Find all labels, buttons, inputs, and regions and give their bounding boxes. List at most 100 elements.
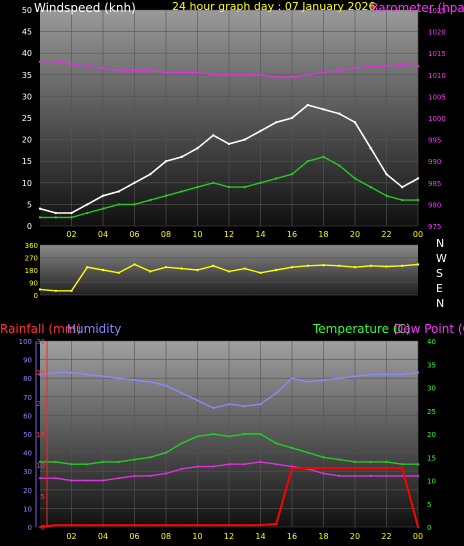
wind-x-tick-label: 08 (161, 230, 171, 239)
data-point-humidity (306, 380, 309, 384)
rainfall-y-ticks: 0 5 10 15 20 25 30 (36, 338, 45, 532)
rainfall-y-tick-label: 25 (36, 369, 45, 377)
humidity-y-tick-label: 50 (23, 431, 32, 439)
data-point-average (227, 185, 231, 189)
data-point-barometer (149, 69, 152, 72)
data-point-dewpoint (70, 479, 73, 482)
wind-y-tick-label: 25 (22, 114, 32, 123)
data-point-humidity (338, 377, 341, 380)
data-point-gust (86, 203, 89, 206)
data-point-barometer (212, 73, 215, 77)
data-point-direction (38, 288, 42, 291)
data-point-average (180, 190, 183, 193)
data-point-rainfall (322, 467, 325, 470)
wind-y-tick-label: 10 (22, 179, 32, 188)
temp-panel-series (38, 371, 420, 529)
data-point-humidity (196, 399, 199, 402)
temperature-y-tick-label: 35 (427, 361, 436, 369)
data-point-rainfall (306, 467, 309, 470)
temperature-y-tick-label: 30 (427, 385, 436, 393)
data-point-gust (164, 160, 168, 163)
humidity-y-tick-label: 20 (23, 487, 32, 495)
dewpoint-axis-label: Dew Point (C) (394, 322, 464, 336)
data-point-rainfall (149, 524, 152, 527)
data-point-barometer (338, 69, 341, 72)
data-point-temperature (369, 460, 372, 463)
data-point-barometer (54, 60, 57, 64)
data-point-rainfall (70, 524, 73, 527)
data-point-average (259, 181, 262, 184)
data-point-humidity (212, 406, 215, 410)
compass-label: N (436, 237, 444, 250)
data-point-temperature (275, 442, 278, 445)
wind-x-tick-label: 22 (381, 230, 391, 239)
data-point-dewpoint (196, 465, 199, 468)
data-point-average (133, 203, 136, 206)
barometer-axis-label: Barometer (hpa) (370, 1, 464, 15)
temperature-y-tick-label: 15 (427, 454, 436, 462)
humidity-y-tick-label: 10 (23, 505, 32, 513)
data-point-dewpoint (259, 460, 262, 463)
data-point-temperature (227, 435, 231, 438)
data-point-rainfall (38, 525, 42, 529)
barometer-y-tick-label: 1000 (428, 115, 446, 123)
rainfall-axis-label: Rainfall (mm) (0, 322, 81, 336)
data-point-dewpoint (212, 465, 215, 468)
data-point-barometer (243, 73, 246, 77)
data-point-barometer (416, 64, 420, 68)
rainfall-y-tick-label: 10 (36, 462, 45, 470)
data-point-rainfall (259, 524, 262, 527)
data-point-humidity (385, 373, 388, 376)
data-point-rainfall (196, 524, 199, 527)
barometer-y-tick-label: 1015 (428, 50, 446, 58)
data-point-temperature (385, 460, 388, 463)
wind-y-tick-label: 30 (22, 92, 32, 101)
data-point-average (54, 216, 57, 219)
data-point-temperature (416, 463, 420, 466)
barometer-y-tick-label: 1025 (428, 7, 446, 15)
data-point-direction (149, 270, 152, 273)
data-point-average (306, 160, 309, 163)
data-point-direction (306, 264, 309, 268)
data-point-direction (164, 266, 168, 269)
wind-y-tick-label: 40 (22, 49, 32, 58)
data-point-direction (290, 266, 294, 269)
data-point-temperature (306, 451, 309, 454)
rainfall-y-tick-label: 30 (36, 338, 45, 346)
data-point-average (322, 155, 325, 159)
data-point-dewpoint (180, 467, 183, 470)
data-point-humidity (86, 373, 89, 376)
data-point-direction (227, 270, 231, 273)
data-point-rainfall (385, 467, 388, 470)
data-point-direction (86, 266, 89, 269)
data-point-barometer (259, 73, 262, 77)
wind-panel-series (38, 60, 420, 219)
data-point-average (212, 181, 215, 184)
data-point-direction (196, 268, 199, 272)
data-point-temperature (86, 463, 89, 466)
data-point-rainfall (338, 467, 341, 470)
data-point-temperature (70, 463, 73, 466)
data-point-dewpoint (353, 474, 357, 477)
data-point-humidity (322, 378, 325, 382)
temp-x-tick-label: 16 (287, 532, 297, 541)
data-point-dewpoint (275, 463, 278, 466)
graph-title: 24 hour graph day : 07 January 2026 (172, 0, 376, 13)
data-point-rainfall (416, 525, 420, 529)
data-point-gust (275, 121, 278, 124)
direction-y-tick-label: 360 (25, 242, 38, 250)
humidity-y-tick-label: 90 (23, 357, 32, 365)
data-point-gust (243, 138, 246, 141)
barometer-y-tick-label: 985 (428, 180, 441, 188)
data-point-temperature (353, 460, 357, 463)
data-point-temperature (401, 463, 404, 466)
wind-y-tick-label: 35 (22, 71, 32, 80)
data-point-gust (259, 129, 262, 133)
data-point-barometer (70, 62, 73, 66)
data-point-average (416, 198, 420, 202)
data-point-dewpoint (416, 474, 420, 477)
data-point-gust (38, 207, 42, 210)
data-point-gust (117, 190, 120, 193)
data-point-temperature (180, 442, 183, 445)
